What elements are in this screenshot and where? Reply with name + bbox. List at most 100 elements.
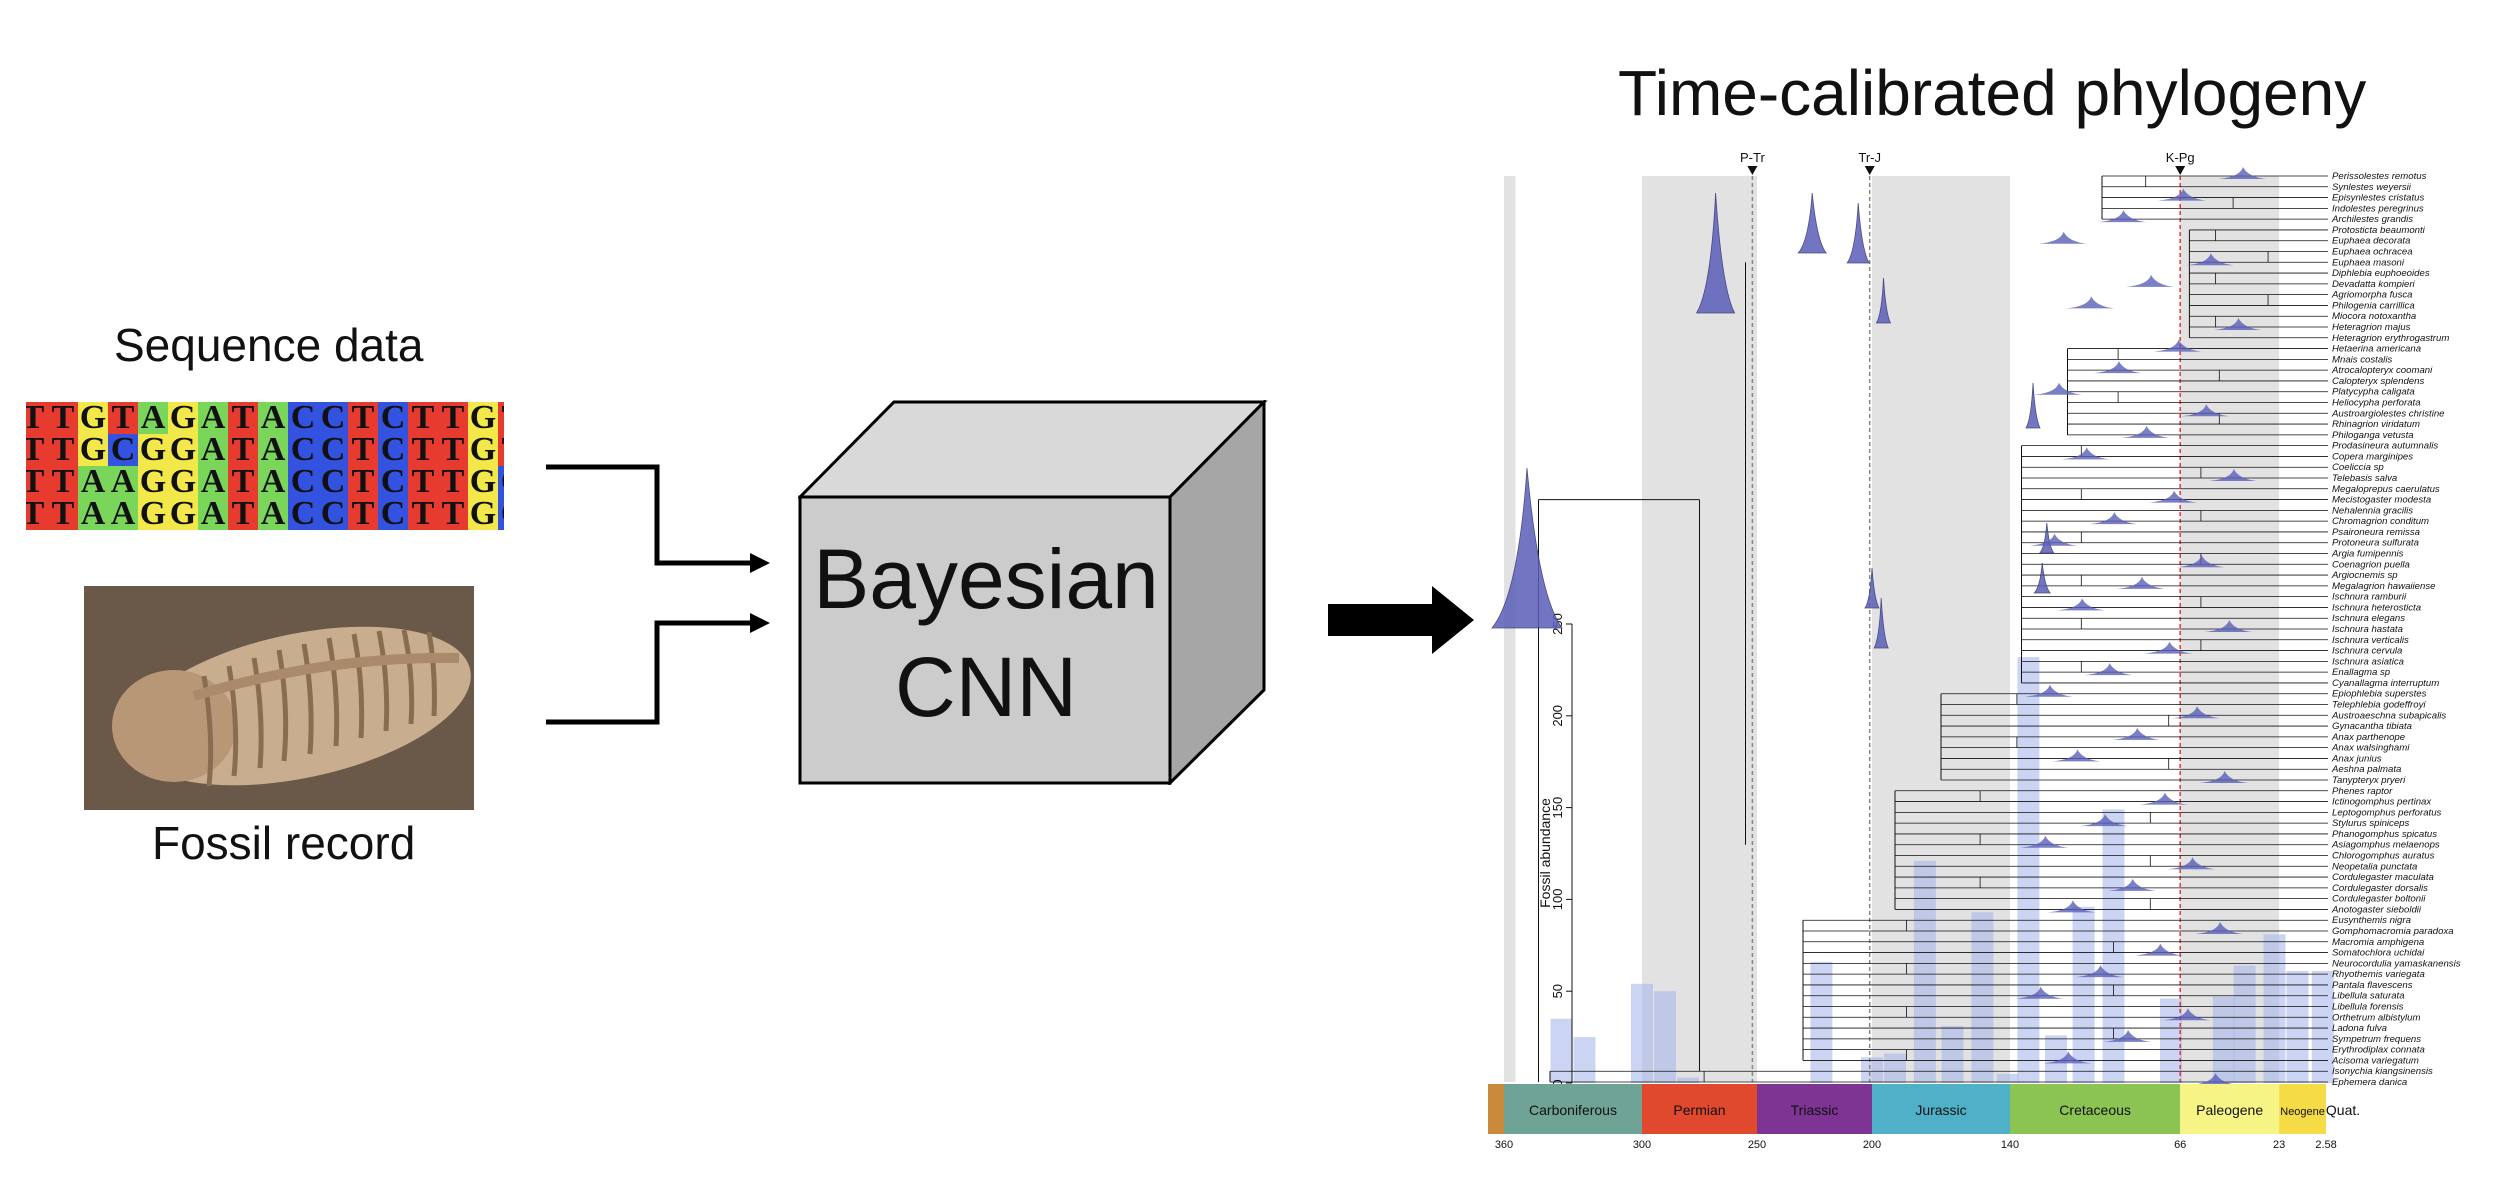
taxon-label: Philoganga vetusta — [2332, 430, 2414, 441]
taxon-label: Sympetrum frequens — [2332, 1034, 2421, 1045]
nucleotide-cell: A — [258, 497, 288, 530]
abundance-tick-label: 50 — [1550, 984, 1565, 998]
node-age-density — [2061, 447, 2110, 460]
fossil-abundance-bar — [1677, 1077, 1699, 1083]
nucleotide-cell: G — [168, 463, 198, 500]
time-tick-label: 2.58 — [2315, 1139, 2336, 1150]
taxon-label: Neurocordulia yamaskanensis — [2332, 958, 2461, 969]
nucleotide-cell: G — [138, 431, 168, 468]
sequence-row: ATTAAGGATACCTCTTGCTGA — [26, 497, 504, 530]
node-age-density — [2084, 663, 2133, 676]
period-band — [1504, 1084, 1642, 1134]
time-tick-label: 23 — [2273, 1139, 2285, 1150]
nucleotide-cell: C — [318, 433, 348, 467]
fossil-abundance-bar — [1631, 983, 1653, 1083]
event-marker-icon — [2175, 166, 2186, 175]
taxon-label: Acisoma variegatum — [2331, 1055, 2419, 1066]
nucleotide-cell: T — [26, 465, 48, 499]
nucleotide-cell: A — [258, 433, 288, 467]
node-age-density — [2075, 965, 2124, 978]
node-age-density — [2093, 361, 2142, 374]
taxon-label: Mnais costalis — [2332, 354, 2392, 365]
abundance-tick-label: 150 — [1550, 797, 1565, 819]
nucleotide-cell: A — [108, 465, 138, 499]
node-age-density — [2089, 512, 2138, 525]
node-age-density — [2038, 231, 2087, 244]
nucleotide-cell: C — [288, 402, 318, 435]
taxon-label: Heteragrion majus — [2332, 322, 2411, 333]
taxon-label: Psaironeura remissa — [2332, 527, 2420, 538]
nucleotide-cell: T — [228, 402, 258, 435]
nucleotide-cell: G — [78, 431, 108, 468]
fossil-abundance-bar — [1654, 991, 1676, 1083]
nucleotide-cell: A — [198, 465, 228, 499]
taxon-label: Eusynthemis nigra — [2332, 915, 2411, 926]
fossil-record-title: Fossil record — [152, 817, 416, 869]
nucleotide-cell: G — [138, 463, 168, 500]
taxon-label: Megalagrion hawaiiense — [2332, 581, 2435, 592]
node-age-density — [2135, 943, 2184, 956]
nucleotide-cell: T — [438, 402, 468, 435]
taxon-label: Cordulegaster maculata — [2332, 872, 2434, 883]
node-age-density — [2181, 404, 2230, 417]
node-age-density — [2144, 641, 2193, 654]
fossil-abundance-bar — [1861, 1057, 1883, 1083]
taxon-label: Mecistogaster modesta — [2332, 495, 2431, 506]
taxon-label: Pantala flavescens — [2332, 980, 2413, 991]
nucleotide-cell: G — [468, 402, 498, 436]
abundance-tick-label: 0 — [1550, 1079, 1565, 1086]
time-tick-label: 140 — [2001, 1139, 2019, 1150]
nucleotide-cell: T — [438, 497, 468, 530]
nucleotide-cell: T — [228, 497, 258, 530]
taxon-label: Epiophlebia superstes — [2332, 689, 2427, 700]
event-label: P-Tr — [1740, 150, 1765, 165]
nucleotide-cell: C — [288, 465, 318, 499]
taxon-label: Copera marginipes — [2332, 451, 2413, 462]
taxon-label: Rhyothemis variegata — [2332, 969, 2425, 980]
taxon-label: Isonychia kiangsinensis — [2332, 1066, 2433, 1077]
nucleotide-cell: A — [108, 497, 138, 530]
taxon-label: Phanogomphus spicatus — [2332, 829, 2437, 840]
node-age-density — [1864, 567, 1880, 609]
nucleotide-cell: T — [26, 402, 48, 435]
nucleotide-cell: T — [48, 497, 78, 530]
taxon-label: Diphlebia euphoeoides — [2332, 268, 2430, 279]
nucleotide-cell: A — [258, 402, 288, 435]
taxon-label: Protoneura sulfurata — [2332, 538, 2419, 549]
period-band — [1488, 1084, 1504, 1134]
taxon-label: Perissolestes remotus — [2332, 171, 2427, 182]
taxon-label: Archilestes grandis — [2331, 214, 2413, 225]
node-age-density — [2176, 555, 2225, 568]
taxon-label: Gynacantha tibiata — [2332, 721, 2412, 732]
node-age-density — [2218, 167, 2266, 179]
fossil-abundance-bar — [1550, 1018, 1573, 1083]
node-age-density — [1491, 467, 1563, 629]
phylogeny-chart: P-Tr Tr-J K-Pg 0 50 100 150 200 250 Fossil abunda… — [1488, 150, 2461, 1150]
sequence-row: ATTAAGGATACCTCTTGCTGA — [26, 463, 504, 500]
node-age-density — [2190, 1073, 2239, 1085]
nucleotide-cell: C — [498, 465, 504, 499]
node-age-density — [1875, 277, 1892, 324]
nucleotide-cell: A — [198, 402, 228, 435]
cnn-label-line2: CNN — [895, 640, 1077, 734]
nucleotide-cell: A — [138, 402, 168, 435]
taxon-label: Argiocnemis sp — [2331, 570, 2398, 581]
period-band — [1872, 1084, 2010, 1134]
period-band — [2180, 1084, 2280, 1134]
taxon-label: Agriomorpha fusca — [2331, 290, 2413, 301]
node-age-density — [2195, 922, 2243, 934]
node-age-density — [2025, 382, 2041, 429]
node-age-density — [1797, 192, 1828, 254]
event-marker-icon — [1747, 166, 1758, 175]
fossil-abundance-bar — [2017, 657, 2040, 1083]
taxon-label: Episynlestes cristatus — [2332, 193, 2424, 204]
taxon-label: Ephemera danica — [2332, 1077, 2407, 1088]
taxon-label: Telephlebia godeffroyi — [2332, 700, 2426, 711]
taxon-label: Enallagma sp — [2332, 667, 2391, 678]
taxon-label: Coenagrion puella — [2332, 559, 2410, 570]
nucleotide-cell: T — [26, 433, 48, 467]
taxon-label: Euphaea ochracea — [2332, 247, 2413, 258]
node-age-density — [2167, 857, 2216, 870]
event-marker-icon — [1864, 166, 1875, 175]
